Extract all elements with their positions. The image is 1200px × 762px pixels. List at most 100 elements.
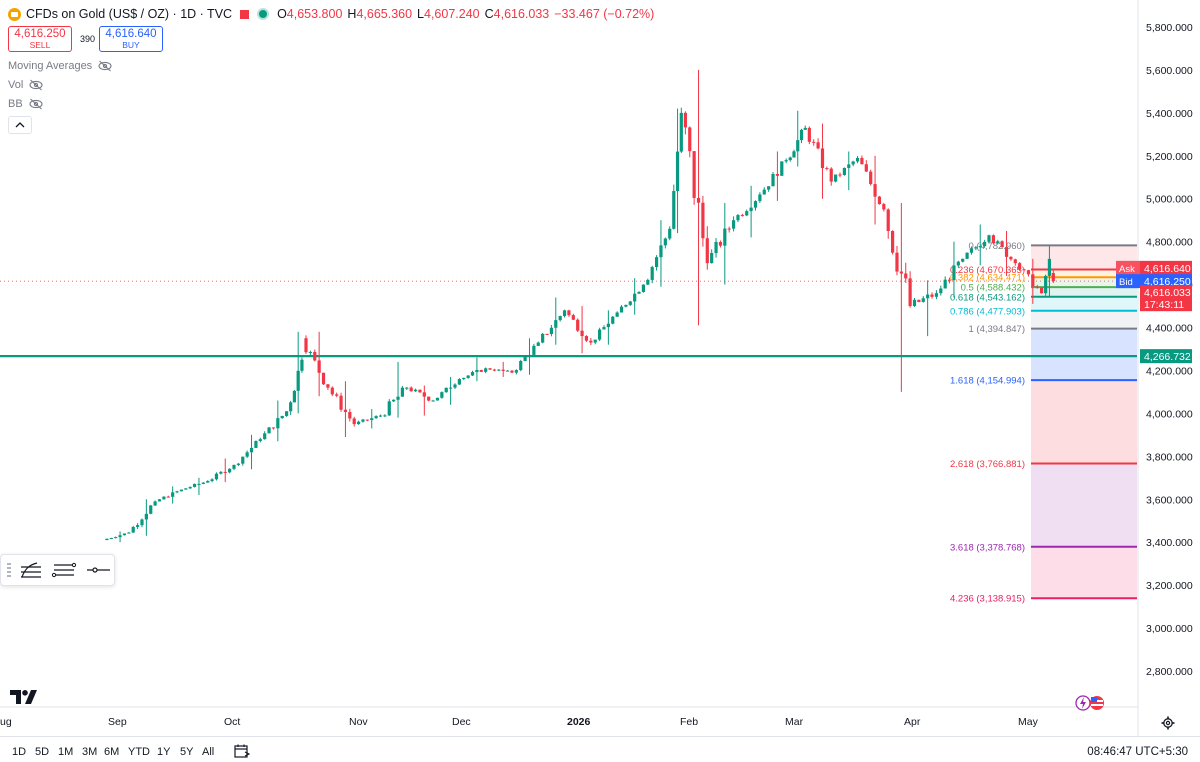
timeframe-1d[interactable]: 1D	[12, 746, 27, 758]
candle-body[interactable]	[135, 525, 140, 527]
candle-body[interactable]	[740, 215, 744, 217]
candle-body[interactable]	[917, 299, 921, 302]
candle-body[interactable]	[816, 142, 820, 149]
candle-body[interactable]	[921, 298, 925, 302]
candle-body[interactable]	[1004, 247, 1009, 257]
candle-body[interactable]	[122, 533, 127, 536]
candle-body[interactable]	[131, 526, 135, 533]
candle-body[interactable]	[554, 320, 558, 328]
candle-body[interactable]	[855, 157, 860, 162]
timeframe-1m[interactable]: 1M	[58, 746, 74, 758]
candle-body[interactable]	[201, 482, 205, 484]
candle-body[interactable]	[714, 241, 718, 254]
candle-body[interactable]	[254, 441, 258, 448]
candle-body[interactable]	[514, 370, 518, 373]
timeframe-5y[interactable]: 5Y	[180, 746, 194, 758]
candle-body[interactable]	[1022, 269, 1026, 271]
candle-body[interactable]	[527, 354, 532, 357]
candle-body[interactable]	[723, 228, 727, 246]
candle-body[interactable]	[710, 253, 714, 264]
candle-body[interactable]	[241, 456, 245, 464]
candle-body[interactable]	[210, 479, 214, 482]
candle-body[interactable]	[457, 379, 461, 385]
candle-body[interactable]	[223, 471, 227, 473]
candle-body[interactable]	[965, 252, 969, 259]
candle-body[interactable]	[453, 384, 457, 388]
candle-body[interactable]	[679, 112, 683, 152]
candle-body[interactable]	[974, 247, 978, 249]
candle-body[interactable]	[462, 377, 466, 380]
candle-body[interactable]	[435, 397, 440, 401]
candle-body[interactable]	[549, 327, 554, 335]
candle-body[interactable]	[144, 513, 148, 520]
timeframe-5d[interactable]: 5D	[35, 746, 50, 758]
candle-body[interactable]	[175, 491, 179, 493]
candle-body[interactable]	[939, 288, 943, 294]
candle-body[interactable]	[834, 174, 838, 182]
candle-body[interactable]	[978, 246, 982, 248]
candle-body[interactable]	[236, 463, 240, 465]
clock-timezone[interactable]: 08:46:47 UTC+5:30	[1087, 746, 1188, 758]
candle-body[interactable]	[505, 370, 510, 372]
candle-body[interactable]	[109, 538, 113, 540]
candle-body[interactable]	[162, 496, 166, 500]
candle-body[interactable]	[663, 238, 667, 246]
candle-body[interactable]	[339, 395, 343, 410]
candle-body[interactable]	[343, 409, 348, 412]
candle-body[interactable]	[792, 151, 796, 158]
candle-body[interactable]	[602, 327, 606, 330]
candle-body[interactable]	[851, 161, 855, 165]
gear-icon[interactable]	[1161, 716, 1175, 730]
candle-body[interactable]	[304, 338, 308, 353]
candle-body[interactable]	[611, 316, 615, 324]
drawing-toolbar[interactable]	[0, 554, 115, 586]
candle-body[interactable]	[864, 164, 868, 172]
candle-body[interactable]	[659, 245, 663, 258]
candle-body[interactable]	[1013, 259, 1017, 264]
candle-body[interactable]	[1035, 286, 1039, 288]
candle-body[interactable]	[378, 415, 383, 417]
candle-body[interactable]	[280, 415, 284, 419]
candle-body[interactable]	[292, 390, 297, 403]
candle-body[interactable]	[584, 336, 589, 341]
candle-body[interactable]	[400, 387, 405, 397]
candle-body[interactable]	[767, 186, 771, 190]
candle-body[interactable]	[696, 197, 701, 203]
candle-body[interactable]	[961, 258, 965, 262]
candle-body[interactable]	[842, 167, 846, 175]
candle-body[interactable]	[245, 452, 249, 457]
candle-body[interactable]	[140, 519, 144, 526]
candle-body[interactable]	[796, 140, 800, 152]
candle-body[interactable]	[718, 241, 723, 246]
candle-body[interactable]	[598, 329, 602, 340]
eye-slash-icon[interactable]	[29, 79, 43, 91]
candle-body[interactable]	[1000, 241, 1004, 248]
economic-events-icon[interactable]	[1073, 693, 1109, 713]
candle-body[interactable]	[249, 447, 254, 453]
candle-body[interactable]	[633, 293, 637, 302]
candle-body[interactable]	[969, 248, 974, 253]
candle-body[interactable]	[326, 384, 330, 388]
candle-body[interactable]	[348, 411, 352, 419]
candle-body[interactable]	[330, 387, 334, 395]
candle-body[interactable]	[197, 483, 201, 485]
candle-body[interactable]	[996, 241, 1000, 243]
candle-body[interactable]	[683, 112, 687, 128]
candle-body[interactable]	[479, 370, 483, 372]
candle-body[interactable]	[492, 369, 497, 371]
candle-body[interactable]	[184, 488, 188, 490]
candle-body[interactable]	[271, 427, 276, 429]
candle-body[interactable]	[374, 416, 378, 419]
candle-body[interactable]	[877, 196, 882, 205]
candle-body[interactable]	[731, 220, 736, 229]
indicator-bb[interactable]: BB	[8, 98, 43, 110]
candle-body[interactable]	[780, 161, 784, 176]
candle-body[interactable]	[431, 400, 435, 402]
indicator-vol[interactable]: Vol	[8, 79, 43, 91]
candle-body[interactable]	[114, 537, 118, 539]
candle-body[interactable]	[904, 273, 908, 279]
candle-body[interactable]	[232, 464, 236, 469]
candle-body[interactable]	[692, 151, 696, 198]
candle-body[interactable]	[558, 316, 562, 321]
